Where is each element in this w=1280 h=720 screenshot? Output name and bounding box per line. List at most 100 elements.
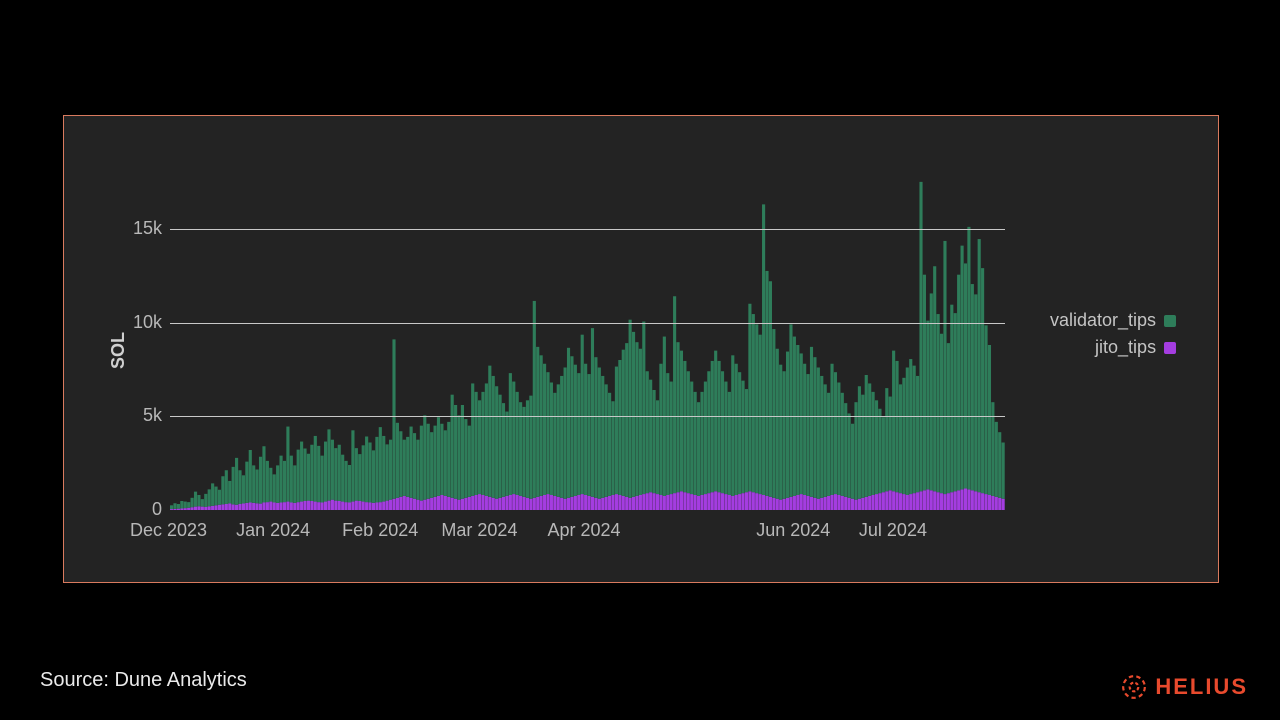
- bar-jito: [327, 501, 330, 510]
- legend-item: jito_tips: [1050, 337, 1176, 358]
- bar-jito: [184, 508, 187, 510]
- bar-jito: [793, 496, 796, 510]
- bar-validator: [984, 325, 987, 494]
- bar-validator: [403, 440, 406, 496]
- bar-jito: [728, 495, 731, 510]
- bar-jito: [817, 499, 820, 510]
- bar-validator: [653, 390, 656, 493]
- bar-jito: [608, 496, 611, 510]
- bar-jito: [687, 493, 690, 510]
- bar-jito: [379, 502, 382, 510]
- bar-jito: [399, 497, 402, 510]
- bar-jito: [765, 496, 768, 510]
- bar-jito: [375, 503, 378, 511]
- bar-validator: [711, 361, 714, 492]
- bar-jito: [1002, 499, 1005, 510]
- bar-validator: [341, 455, 344, 502]
- bar-jito: [581, 494, 584, 510]
- bar-validator: [933, 266, 936, 491]
- bar-jito: [711, 492, 714, 510]
- bar-validator: [307, 454, 310, 501]
- bar-jito: [882, 492, 885, 510]
- bar-jito: [560, 498, 563, 510]
- bar-jito: [557, 497, 560, 510]
- bar-jito: [598, 499, 601, 510]
- bar-jito: [232, 504, 235, 510]
- bar-jito: [177, 509, 180, 510]
- bar-validator: [368, 443, 371, 503]
- bar-validator: [916, 376, 919, 492]
- bar-validator: [327, 429, 330, 500]
- bar-jito: [851, 499, 854, 510]
- bar-validator: [170, 505, 173, 509]
- bar-jito: [906, 495, 909, 510]
- bar-validator: [670, 382, 673, 495]
- bar-jito: [307, 501, 310, 510]
- source-attribution: Source: Dune Analytics: [40, 669, 247, 692]
- bar-validator: [721, 371, 724, 493]
- bar-jito: [526, 498, 529, 510]
- plot-area: [170, 210, 1005, 510]
- bar-validator: [745, 389, 748, 492]
- bar-validator: [783, 371, 786, 499]
- bar-validator: [191, 498, 194, 507]
- bar-jito: [191, 507, 194, 510]
- bar-validator: [659, 364, 662, 495]
- bar-validator: [598, 368, 601, 499]
- bar-jito: [872, 495, 875, 510]
- bar-validator: [225, 470, 228, 504]
- bar-validator: [204, 494, 207, 507]
- bar-validator: [646, 371, 649, 493]
- bar-validator: [444, 430, 447, 496]
- bar-validator: [218, 490, 221, 505]
- bar-jito: [187, 508, 190, 510]
- bar-validator: [954, 313, 957, 491]
- bar-jito: [735, 495, 738, 510]
- gridline: [170, 416, 1005, 417]
- bar-jito: [844, 497, 847, 510]
- bar-validator: [303, 449, 306, 502]
- bar-jito: [950, 492, 953, 510]
- bar-jito: [916, 492, 919, 510]
- bar-validator: [221, 476, 224, 504]
- bar-jito: [964, 488, 967, 510]
- bar-validator: [540, 355, 543, 496]
- bar-jito: [444, 496, 447, 510]
- bar-validator: [926, 321, 929, 490]
- bar-jito: [348, 503, 351, 511]
- bar-jito: [605, 497, 608, 510]
- bar-validator: [567, 348, 570, 498]
- y-axis-label: SOL: [108, 332, 129, 369]
- bar-jito: [197, 506, 200, 510]
- y-tick-label: 5k: [132, 405, 162, 426]
- bar-validator: [827, 393, 830, 496]
- bar-jito: [690, 494, 693, 510]
- bar-jito: [468, 497, 471, 510]
- bar-jito: [488, 497, 491, 510]
- bar-jito: [423, 500, 426, 510]
- bar-validator: [557, 384, 560, 497]
- bar-validator: [588, 374, 591, 496]
- bar-validator: [707, 371, 710, 493]
- bar-jito: [567, 498, 570, 510]
- bar-validator: [909, 359, 912, 494]
- bar-jito: [659, 495, 662, 510]
- bar-jito: [451, 498, 454, 510]
- bar-validator: [228, 481, 231, 504]
- bar-jito: [820, 498, 823, 510]
- bar-jito: [543, 495, 546, 510]
- bar-validator: [574, 365, 577, 496]
- bar-validator: [570, 356, 573, 497]
- bar-validator: [269, 468, 272, 502]
- bar-validator: [957, 275, 960, 491]
- bar-jito: [276, 503, 279, 510]
- bar-jito: [601, 498, 604, 510]
- bar-jito: [505, 496, 508, 510]
- bar-jito: [454, 499, 457, 510]
- bar-jito: [447, 497, 450, 510]
- bar-validator: [420, 426, 423, 501]
- bar-jito: [889, 490, 892, 510]
- bar-jito: [899, 493, 902, 510]
- bar-validator: [430, 432, 433, 498]
- bar-validator: [858, 386, 861, 499]
